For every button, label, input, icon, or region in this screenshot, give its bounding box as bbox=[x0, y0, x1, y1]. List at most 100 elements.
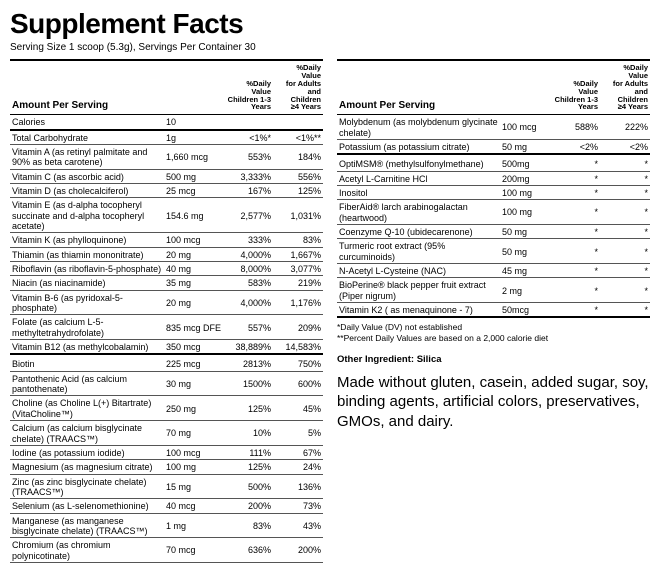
note-line-2: **Percent Daily Values are based on a 2,… bbox=[337, 333, 650, 344]
row-dv-adult: 14,583% bbox=[273, 340, 323, 355]
row-name: Chromium (as chromium polynicotinate) bbox=[10, 538, 164, 563]
row-dv-adult: * bbox=[600, 171, 650, 185]
row-dv-child bbox=[223, 115, 273, 130]
row-dv-adult: * bbox=[600, 239, 650, 264]
row-amount: 154.6 mg bbox=[164, 198, 223, 233]
table-row: Manganese (as manganese bisglycinate che… bbox=[10, 513, 323, 538]
row-dv-adult: * bbox=[600, 200, 650, 225]
row-name: Molybdenum (as molybdenum glycinate chel… bbox=[337, 115, 500, 140]
hdr-amount-per-serving: Amount Per Serving bbox=[10, 60, 223, 115]
row-dv-adult: 600% bbox=[273, 371, 323, 396]
row-amount: 1,660 mcg bbox=[164, 144, 223, 169]
row-name: Thiamin (as thiamin mononitrate) bbox=[10, 247, 164, 261]
row-amount: 250 mg bbox=[164, 396, 223, 421]
serving-line: Serving Size 1 scoop (5.3g), Servings Pe… bbox=[10, 42, 650, 53]
table-row: Niacin (as niacinamide)35 mg583%219% bbox=[10, 276, 323, 290]
row-dv-child: 83% bbox=[223, 513, 273, 538]
row-dv-child: 200% bbox=[223, 499, 273, 513]
row-name: Biotin bbox=[10, 357, 164, 371]
row-amount: 70 mg bbox=[164, 421, 223, 446]
row-amount: 350 mcg bbox=[164, 340, 223, 355]
row-amount: 40 mg bbox=[164, 262, 223, 276]
row-dv-child: * bbox=[550, 303, 600, 318]
row-dv-child: 2,577% bbox=[223, 198, 273, 233]
row-dv-child: 10% bbox=[223, 421, 273, 446]
row-amount: 20 mg bbox=[164, 247, 223, 261]
row-amount: 100 mcg bbox=[164, 233, 223, 247]
row-amount: 500 mg bbox=[164, 169, 223, 183]
row-name: Iodine (as potassium iodide) bbox=[10, 445, 164, 459]
table-row: Iodine (as potassium iodide)100 mcg111%6… bbox=[10, 445, 323, 459]
row-name: FiberAid® larch arabinogalactan (heartwo… bbox=[337, 200, 500, 225]
hdr-dv-child: %Daily ValueChildren 1-3 Years bbox=[223, 60, 273, 115]
row-dv-adult: 67% bbox=[273, 445, 323, 459]
table-row: Vitamin E (as d-alpha tocopheryl succina… bbox=[10, 198, 323, 233]
table-row: Magnesium (as magnesium citrate)100 mg12… bbox=[10, 460, 323, 474]
table-row: Turmeric root extract (95% curcuminoids)… bbox=[337, 239, 650, 264]
row-amount: 30 mg bbox=[164, 371, 223, 396]
row-amount: 100 mg bbox=[500, 185, 550, 199]
row-dv-child: * bbox=[550, 239, 600, 264]
dv-notes: *Daily Value (DV) not established **Perc… bbox=[337, 322, 650, 343]
row-dv-child: 3,333% bbox=[223, 169, 273, 183]
row-dv-adult: 219% bbox=[273, 276, 323, 290]
row-dv-child: * bbox=[550, 200, 600, 225]
row-dv-child: * bbox=[550, 171, 600, 185]
table-row: Inositol100 mg** bbox=[337, 185, 650, 199]
row-dv-child: 636% bbox=[223, 538, 273, 563]
row-dv-child: 557% bbox=[223, 315, 273, 340]
table-row: Potassium (as potassium citrate)50 mg <2%… bbox=[337, 139, 650, 154]
row-dv-adult: 1,667% bbox=[273, 247, 323, 261]
row-amount: 50 mg bbox=[500, 225, 550, 239]
row-amount: 500mg bbox=[500, 157, 550, 171]
row-dv-adult: * bbox=[600, 278, 650, 303]
left-table: Amount Per Serving %Daily ValueChildren … bbox=[10, 59, 323, 563]
row-name: Potassium (as potassium citrate) bbox=[337, 139, 500, 154]
row-amount: 1g bbox=[164, 130, 223, 145]
row-dv-adult bbox=[273, 115, 323, 130]
row-dv-child: <1%* bbox=[223, 130, 273, 145]
left-header-row: Amount Per Serving %Daily ValueChildren … bbox=[10, 60, 323, 115]
row-name: Turmeric root extract (95% curcuminoids) bbox=[337, 239, 500, 264]
row-amount: 100 mcg bbox=[164, 445, 223, 459]
row-dv-child: 553% bbox=[223, 144, 273, 169]
right-table: Amount Per Serving %Daily ValueChildren … bbox=[337, 59, 650, 318]
row-name: Selenium (as L-selenomethionine) bbox=[10, 499, 164, 513]
table-row: Vitamin K (as phylloquinone)100 mcg333%8… bbox=[10, 233, 323, 247]
right-header-row: Amount Per Serving %Daily ValueChildren … bbox=[337, 60, 650, 115]
table-row: Total Carbohydrate1g<1%*<1%** bbox=[10, 130, 323, 145]
made-without-text: Made without gluten, casein, added sugar… bbox=[337, 373, 650, 432]
row-amount: 35 mg bbox=[164, 276, 223, 290]
table-row: Calories10 bbox=[10, 115, 323, 130]
row-amount: 50 mg bbox=[500, 139, 550, 154]
row-amount: 15 mg bbox=[164, 474, 223, 499]
row-name: Folate (as calcium L-5-methyltetrahydrof… bbox=[10, 315, 164, 340]
table-row: N-Acetyl L-Cysteine (NAC)45 mg** bbox=[337, 264, 650, 278]
row-name: Vitamin B-6 (as pyridoxal-5-phosphate) bbox=[10, 290, 164, 315]
left-column: Amount Per Serving %Daily ValueChildren … bbox=[10, 59, 323, 563]
row-dv-adult: <2% bbox=[600, 139, 650, 154]
row-dv-adult: 209% bbox=[273, 315, 323, 340]
row-dv-adult: 5% bbox=[273, 421, 323, 446]
row-amount: 20 mg bbox=[164, 290, 223, 315]
table-row: Chromium (as chromium polynicotinate)70 … bbox=[10, 538, 323, 563]
table-row: Folate (as calcium L-5-methyltetrahydrof… bbox=[10, 315, 323, 340]
row-amount: 10 bbox=[164, 115, 223, 130]
note-line-1: *Daily Value (DV) not established bbox=[337, 322, 650, 333]
row-amount: 100 mcg bbox=[500, 115, 550, 140]
row-amount: 25 mcg bbox=[164, 183, 223, 197]
row-name: Magnesium (as magnesium citrate) bbox=[10, 460, 164, 474]
row-dv-adult: 3,077% bbox=[273, 262, 323, 276]
table-row: Vitamin B12 (as methylcobalamin)350 mcg3… bbox=[10, 340, 323, 355]
table-row: Choline (as Choline L(+) Bitartrate) (Vi… bbox=[10, 396, 323, 421]
row-dv-child: 8,000% bbox=[223, 262, 273, 276]
row-dv-child: * bbox=[550, 185, 600, 199]
row-dv-adult: * bbox=[600, 185, 650, 199]
row-name: Total Carbohydrate bbox=[10, 130, 164, 145]
row-amount: 50 mg bbox=[500, 239, 550, 264]
table-row: Vitamin C (as ascorbic acid)500 mg3,333%… bbox=[10, 169, 323, 183]
table-row: Thiamin (as thiamin mononitrate)20 mg4,0… bbox=[10, 247, 323, 261]
row-name: Niacin (as niacinamide) bbox=[10, 276, 164, 290]
row-dv-adult: 222% bbox=[600, 115, 650, 140]
hdr-dv-child: %Daily ValueChildren 1-3 Years bbox=[550, 60, 600, 115]
